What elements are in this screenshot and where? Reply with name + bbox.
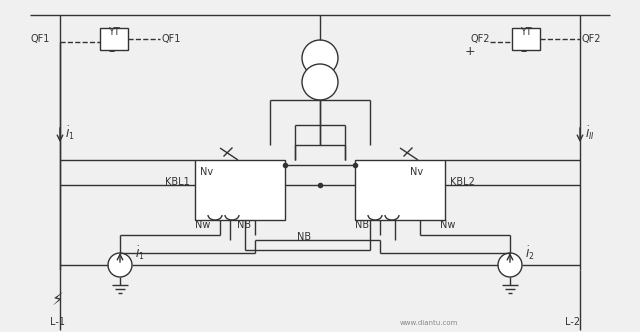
Text: +: + (465, 45, 476, 58)
Text: Nv: Nv (200, 167, 213, 177)
Text: NB: NB (355, 220, 369, 230)
Text: KBL1: KBL1 (165, 177, 189, 187)
Text: Nw: Nw (440, 220, 456, 230)
Text: QF1: QF1 (162, 34, 181, 44)
Text: YT: YT (108, 27, 120, 37)
Text: Nv: Nv (410, 167, 423, 177)
Bar (512, 28, 540, 50)
Bar (355, 160, 445, 220)
Text: L-1: L-1 (50, 317, 65, 327)
Text: NB: NB (297, 232, 311, 242)
Text: Nw: Nw (195, 220, 211, 230)
Text: QF2: QF2 (470, 34, 490, 44)
Text: QF2: QF2 (582, 34, 602, 44)
Text: YT: YT (520, 27, 532, 37)
Text: KBL2: KBL2 (450, 177, 475, 187)
Text: QF1: QF1 (30, 34, 49, 44)
Circle shape (498, 253, 522, 277)
Circle shape (302, 64, 338, 100)
Text: $\dot{I}_1$: $\dot{I}_1$ (65, 125, 75, 142)
Text: $\dot{I}_{II}$: $\dot{I}_{II}$ (585, 125, 595, 142)
Bar (195, 160, 285, 220)
Text: ⚡: ⚡ (52, 291, 63, 309)
Text: NB: NB (237, 220, 251, 230)
Text: –: – (521, 45, 527, 58)
Text: $\dot{I}_2$: $\dot{I}_2$ (525, 245, 534, 262)
Text: $\dot{I}_1$: $\dot{I}_1$ (135, 245, 145, 262)
Circle shape (108, 253, 132, 277)
Bar (100, 28, 128, 50)
Circle shape (302, 40, 338, 76)
Text: L-2: L-2 (565, 317, 580, 327)
Text: –: – (109, 45, 115, 58)
Text: www.diantu.com: www.diantu.com (400, 320, 458, 326)
